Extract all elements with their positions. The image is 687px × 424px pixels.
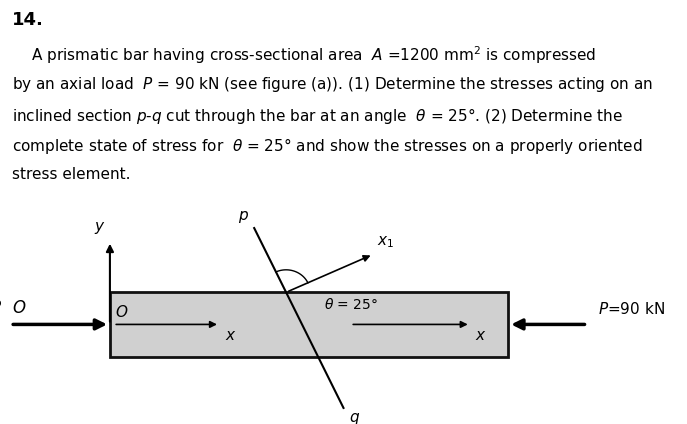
Text: complete state of stress for  $\theta$ = 25° and show the stresses on a properly: complete state of stress for $\theta$ = … <box>12 136 643 156</box>
Text: $x$: $x$ <box>225 328 236 343</box>
Text: stress element.: stress element. <box>12 167 131 181</box>
Text: $y$: $y$ <box>94 220 106 236</box>
Text: $x$: $x$ <box>475 328 487 343</box>
Text: $O$: $O$ <box>115 304 128 320</box>
Text: $P$=90 kN: $P$=90 kN <box>598 301 664 317</box>
Text: 14.: 14. <box>12 11 44 28</box>
Text: $p$: $p$ <box>238 209 249 225</box>
Text: $O$: $O$ <box>12 299 26 317</box>
Text: A prismatic bar having cross-sectional area  $A$ =1200 mm$^2$ is compressed: A prismatic bar having cross-sectional a… <box>12 45 596 66</box>
Text: $\theta$ = 25°: $\theta$ = 25° <box>324 298 378 312</box>
Text: inclined section $\it{p}$-$\it{q}$ cut through the bar at an angle  $\theta$ = 2: inclined section $\it{p}$-$\it{q}$ cut t… <box>12 106 623 126</box>
Text: $q$: $q$ <box>349 411 360 424</box>
Text: $P$: $P$ <box>0 299 2 317</box>
Bar <box>110 292 508 357</box>
Text: by an axial load  $P$ = 90 kN (see figure (a)). (1) Determine the stresses actin: by an axial load $P$ = 90 kN (see figure… <box>12 75 653 94</box>
Text: $x_1$: $x_1$ <box>376 235 394 251</box>
